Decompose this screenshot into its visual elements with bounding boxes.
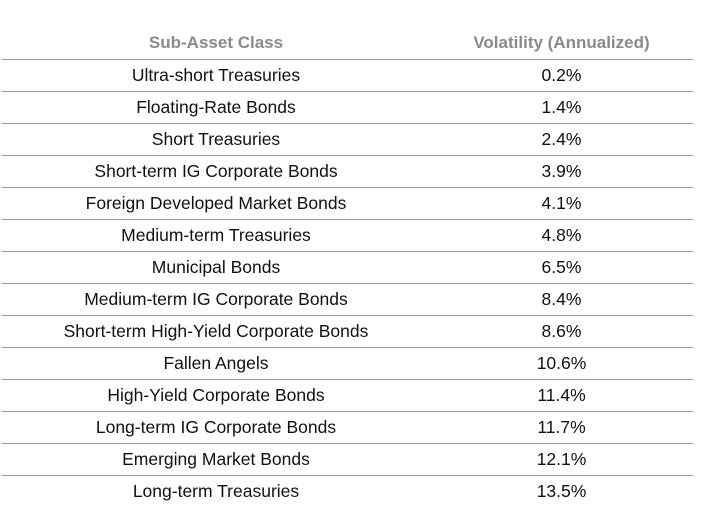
table-row: High-Yield Corporate Bonds 11.4% bbox=[2, 379, 693, 412]
cell-volatility: 8.4% bbox=[430, 283, 693, 316]
header-sub-asset-class: Sub-Asset Class bbox=[2, 27, 430, 60]
table-row: Municipal Bonds 6.5% bbox=[2, 251, 693, 284]
cell-volatility: 13.5% bbox=[536, 481, 587, 501]
cell-asset-class: Short Treasuries bbox=[2, 123, 430, 156]
cell-volatility: 8.6% bbox=[430, 315, 693, 348]
cell-asset-class: Long-term IG Corporate Bonds bbox=[2, 411, 430, 444]
table-row: Medium-term Treasuries 4.8% bbox=[2, 219, 693, 252]
table-row: Foreign Developed Market Bonds 4.1% bbox=[2, 187, 693, 220]
cell-asset-class: Medium-term Treasuries bbox=[2, 219, 430, 252]
cell-volatility: 0.2% bbox=[430, 59, 693, 92]
cell-volatility: 1.4% bbox=[430, 91, 693, 124]
cell-asset-class: Short-term IG Corporate Bonds bbox=[2, 155, 430, 188]
cell-volatility: 10.6% bbox=[430, 347, 693, 380]
table-row: Floating-Rate Bonds 1.4% bbox=[2, 91, 693, 124]
table-header-row: Sub-Asset Class Volatility (Annualized) bbox=[2, 27, 693, 60]
volatility-table-container: Sub-Asset Class Volatility (Annualized) … bbox=[2, 27, 693, 507]
table-row: Short-term IG Corporate Bonds 3.9% bbox=[2, 155, 693, 188]
header-volatility: Volatility (Annualized) bbox=[430, 27, 693, 60]
cell-volatility: 4.8% bbox=[430, 219, 693, 252]
table-row: Fallen Angels 10.6% bbox=[2, 347, 693, 380]
cell-asset-class: Long-term Treasuries bbox=[132, 481, 300, 501]
table-row: Short-term High-Yield Corporate Bonds 8.… bbox=[2, 315, 693, 348]
cell-volatility: 11.4% bbox=[430, 379, 693, 412]
cell-volatility: 6.5% bbox=[430, 251, 693, 284]
table-row: Ultra-short Treasuries 0.2% bbox=[2, 59, 693, 92]
cell-asset-class: Fallen Angels bbox=[2, 347, 430, 380]
table-row: Emerging Market Bonds 12.1% bbox=[2, 443, 693, 476]
cell-asset-class: Emerging Market Bonds bbox=[2, 443, 430, 476]
cell-asset-class: Foreign Developed Market Bonds bbox=[2, 187, 430, 220]
cell-asset-class: Medium-term IG Corporate Bonds bbox=[2, 283, 430, 316]
table-row: Short Treasuries 2.4% bbox=[2, 123, 693, 156]
cell-volatility: 11.7% bbox=[430, 411, 693, 444]
volatility-table: Sub-Asset Class Volatility (Annualized) … bbox=[2, 27, 693, 507]
cell-volatility: 12.1% bbox=[430, 443, 693, 476]
cell-volatility: 3.9% bbox=[430, 155, 693, 188]
table-row: Medium-term IG Corporate Bonds 8.4% bbox=[2, 283, 693, 316]
cell-volatility: 2.4% bbox=[430, 123, 693, 156]
cell-volatility: 4.1% bbox=[430, 187, 693, 220]
cell-asset-class: Short-term High-Yield Corporate Bonds bbox=[2, 315, 430, 348]
cell-asset-class: Ultra-short Treasuries bbox=[2, 59, 430, 92]
cell-asset-class: High-Yield Corporate Bonds bbox=[2, 379, 430, 412]
table-row: Long-term IG Corporate Bonds 11.7% bbox=[2, 411, 693, 444]
cell-asset-class: Floating-Rate Bonds bbox=[2, 91, 430, 124]
table-row: Long-term Treasuries 13.5% bbox=[2, 476, 693, 508]
cell-asset-class: Municipal Bonds bbox=[2, 251, 430, 284]
